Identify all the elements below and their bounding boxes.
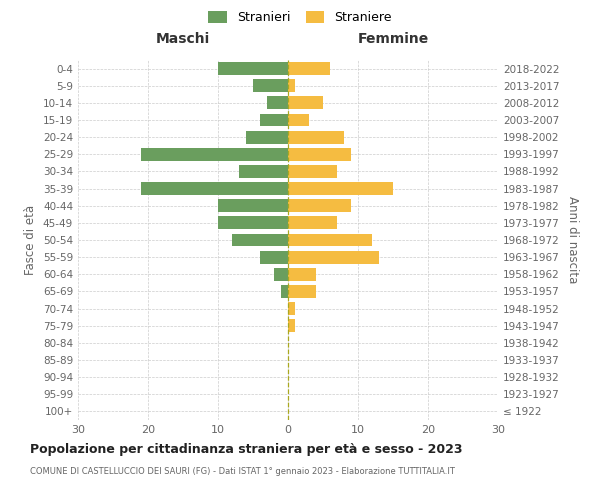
Bar [232,234,288,246]
Bar [288,96,323,110]
Bar [288,234,372,246]
Bar [288,200,351,212]
Bar [246,130,288,143]
Bar [218,62,288,75]
Bar [281,285,288,298]
Bar [267,96,288,110]
Bar [288,250,379,264]
Bar [288,148,351,160]
Bar [288,182,393,195]
Bar [288,114,309,126]
Bar [274,268,288,280]
Bar [288,165,337,178]
Text: COMUNE DI CASTELLUCCIO DEI SAURI (FG) - Dati ISTAT 1° gennaio 2023 - Elaborazion: COMUNE DI CASTELLUCCIO DEI SAURI (FG) - … [30,468,455,476]
Bar [288,130,344,143]
Bar [288,285,316,298]
Bar [141,182,288,195]
Bar [288,216,337,230]
Text: Maschi: Maschi [156,32,210,46]
Bar [288,320,295,332]
Legend: Stranieri, Straniere: Stranieri, Straniere [206,8,394,26]
Bar [288,62,330,75]
Bar [141,148,288,160]
Bar [288,268,316,280]
Y-axis label: Fasce di età: Fasce di età [25,205,37,275]
Bar [260,250,288,264]
Bar [218,216,288,230]
Text: Femmine: Femmine [358,32,428,46]
Bar [218,200,288,212]
Bar [260,114,288,126]
Bar [288,302,295,315]
Bar [288,80,295,92]
Y-axis label: Anni di nascita: Anni di nascita [566,196,579,284]
Bar [253,80,288,92]
Text: Popolazione per cittadinanza straniera per età e sesso - 2023: Popolazione per cittadinanza straniera p… [30,442,463,456]
Bar [239,165,288,178]
